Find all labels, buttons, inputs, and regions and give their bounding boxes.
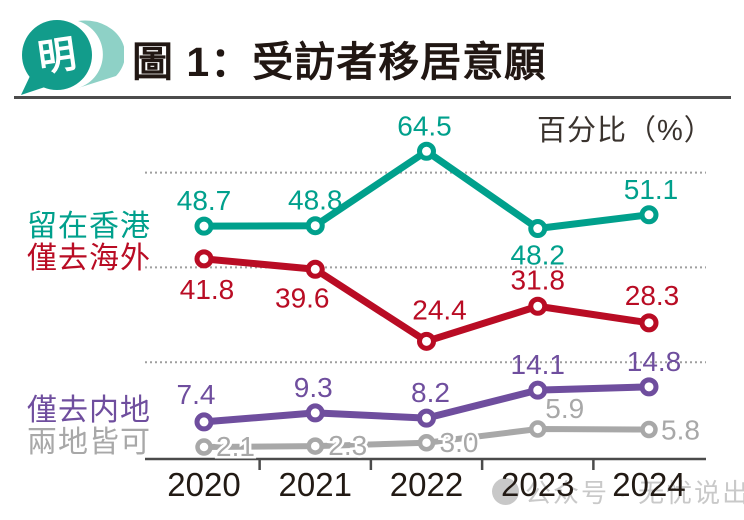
data-point-marker [639, 205, 659, 225]
data-point-marker [529, 420, 547, 438]
value-label: 39.6 [275, 282, 330, 313]
x-axis-label: 2023 [501, 466, 574, 503]
data-point-marker [528, 296, 548, 316]
value-label: 41.8 [180, 274, 235, 305]
data-point-marker [305, 259, 325, 279]
value-label: 5.9 [545, 393, 584, 424]
logo-bubble-icon [22, 20, 92, 90]
data-point-marker [417, 434, 436, 452]
x-axis-label: 2021 [279, 466, 352, 503]
data-point-marker [417, 331, 436, 351]
mingpao-logo: 明 [21, 20, 124, 95]
x-axis-label: 2022 [390, 466, 463, 503]
value-label: 5.8 [661, 415, 700, 446]
value-label: 2.3 [328, 430, 367, 461]
x-axis-label: 2020 [167, 466, 240, 503]
value-label: 9.3 [294, 372, 333, 403]
value-label: 7.4 [177, 379, 216, 410]
data-point-marker [639, 313, 659, 333]
data-point-marker [195, 438, 213, 456]
series-line-1 [200, 147, 653, 233]
data-point-marker [528, 380, 548, 400]
value-label: 8.2 [411, 377, 450, 408]
data-point-marker [306, 437, 324, 455]
y-axis-unit-label: 百分比（%） [537, 115, 714, 147]
data-point-marker [194, 249, 214, 269]
legend-label-2: 僅去海外 [27, 242, 151, 275]
data-point-marker [305, 403, 325, 423]
data-point-marker [305, 216, 325, 236]
value-label: 24.4 [412, 294, 467, 325]
value-label: 28.3 [625, 280, 680, 311]
watermark-text: 公众号 · 无忧说出国 [525, 478, 744, 508]
data-point-marker [194, 412, 214, 432]
value-label: 31.8 [511, 264, 566, 295]
legend-label-4: 兩地皆可 [27, 426, 151, 459]
x-axis-label: 2024 [612, 466, 685, 503]
value-label: 48.8 [288, 185, 343, 216]
data-point-marker [528, 219, 548, 239]
legend-label-3: 僅去内地 [27, 394, 151, 427]
logo-bubble-tail-icon [21, 76, 48, 95]
value-label: 48.2 [511, 240, 566, 271]
data-point-marker [417, 408, 436, 428]
watermark: 公众号 · 无忧说出国 [492, 473, 744, 510]
value-label: 2.1 [216, 431, 255, 462]
value-label: 14.8 [627, 346, 682, 377]
header-divider [14, 96, 731, 99]
logo-swoosh-icon [78, 20, 124, 88]
page-title: 圖 1：受訪者移居意願 [132, 39, 547, 85]
value-label: 48.7 [177, 185, 232, 216]
data-point-marker [194, 216, 214, 236]
data-point-marker [639, 377, 659, 397]
watermark-avatar-icon [492, 478, 519, 505]
logo-glyph: 明 [35, 34, 78, 81]
legend-label-1: 留在香港 [27, 210, 151, 243]
value-label: 14.1 [511, 349, 566, 380]
data-point-marker [417, 141, 436, 161]
value-label: 51.1 [624, 174, 679, 205]
value-label: 3.0 [440, 427, 479, 458]
data-point-marker [640, 420, 658, 439]
value-label: 64.5 [397, 110, 452, 141]
